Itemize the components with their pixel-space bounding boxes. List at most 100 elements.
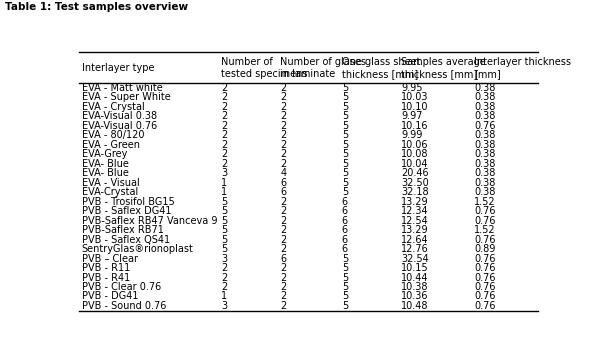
Text: 0.38: 0.38 [474,92,496,102]
Text: Table 1: Test samples overview: Table 1: Test samples overview [5,2,188,12]
Text: 32.18: 32.18 [401,187,428,197]
Text: PVB-Saflex RB71: PVB-Saflex RB71 [82,225,163,235]
Text: 4: 4 [280,168,286,178]
Text: 5: 5 [221,206,227,216]
Text: 5: 5 [342,130,348,140]
Text: 0.38: 0.38 [474,178,496,188]
Text: 2: 2 [280,159,286,169]
Text: 2: 2 [280,111,286,121]
Text: EVA - Matt white: EVA - Matt white [82,83,162,93]
Text: 5: 5 [221,197,227,206]
Text: PVB - R11: PVB - R11 [82,263,130,273]
Text: 20.46: 20.46 [401,168,428,178]
Text: 6: 6 [280,187,286,197]
Text: 6: 6 [342,206,348,216]
Text: Number of
tested specimens: Number of tested specimens [221,57,308,79]
Text: EVA - Crystal: EVA - Crystal [82,102,144,112]
Text: 2: 2 [280,149,286,159]
Text: 2: 2 [280,121,286,131]
Text: 9.99: 9.99 [401,130,422,140]
Text: 2: 2 [280,130,286,140]
Text: 2: 2 [280,235,286,245]
Text: 5: 5 [221,235,227,245]
Text: EVA- Blue: EVA- Blue [82,159,128,169]
Text: 12.64: 12.64 [401,235,428,245]
Text: 2: 2 [221,121,227,131]
Text: PVB - Sound 0.76: PVB - Sound 0.76 [82,301,166,311]
Text: 0.38: 0.38 [474,140,496,150]
Text: 0.38: 0.38 [474,130,496,140]
Text: 2: 2 [280,197,286,206]
Text: 1: 1 [221,178,227,188]
Text: 13.29: 13.29 [401,225,428,235]
Text: 10.16: 10.16 [401,121,428,131]
Text: 6: 6 [342,215,348,226]
Text: 0.38: 0.38 [474,159,496,169]
Text: 9.95: 9.95 [401,83,422,93]
Text: 3: 3 [221,254,227,263]
Text: 6: 6 [280,178,286,188]
Text: 2: 2 [221,272,227,282]
Text: 1: 1 [221,291,227,302]
Text: PVB - Trosifol BG15: PVB - Trosifol BG15 [82,197,174,206]
Text: 0.89: 0.89 [474,244,496,254]
Text: 5: 5 [342,187,348,197]
Text: 6: 6 [342,225,348,235]
Text: 1.52: 1.52 [474,197,496,206]
Text: 0.38: 0.38 [474,102,496,112]
Text: 0.76: 0.76 [474,206,496,216]
Text: EVA-Visual 0.38: EVA-Visual 0.38 [82,111,157,121]
Text: 0.76: 0.76 [474,282,496,292]
Text: 5: 5 [221,215,227,226]
Text: 6: 6 [342,244,348,254]
Text: 2: 2 [280,140,286,150]
Text: 0.38: 0.38 [474,187,496,197]
Text: 3: 3 [221,301,227,311]
Text: EVA-Visual 0.76: EVA-Visual 0.76 [82,121,157,131]
Text: PVB - Saflex QS41: PVB - Saflex QS41 [82,235,170,245]
Text: 0.76: 0.76 [474,121,496,131]
Text: 5: 5 [342,149,348,159]
Text: PVB - R41: PVB - R41 [82,272,130,282]
Text: 2: 2 [221,159,227,169]
Text: 5: 5 [342,83,348,93]
Text: EVA - Visual: EVA - Visual [82,178,139,188]
Text: 5: 5 [342,102,348,112]
Text: 10.10: 10.10 [401,102,428,112]
Text: 0.76: 0.76 [474,215,496,226]
Text: 2: 2 [221,282,227,292]
Text: 2: 2 [280,83,286,93]
Text: EVA- Blue: EVA- Blue [82,168,128,178]
Text: 0.76: 0.76 [474,301,496,311]
Text: 2: 2 [221,83,227,93]
Text: 2: 2 [280,291,286,302]
Text: 10.48: 10.48 [401,301,428,311]
Text: 10.44: 10.44 [401,272,428,282]
Text: 5: 5 [342,282,348,292]
Text: 2: 2 [221,92,227,102]
Text: 2: 2 [221,149,227,159]
Text: 5: 5 [342,140,348,150]
Text: 0.38: 0.38 [474,168,496,178]
Text: Number of glases
in laminate: Number of glases in laminate [280,57,366,79]
Text: 0.76: 0.76 [474,263,496,273]
Text: 5: 5 [342,178,348,188]
Text: 6: 6 [342,197,348,206]
Text: 10.38: 10.38 [401,282,428,292]
Text: 1.52: 1.52 [474,225,496,235]
Text: 2: 2 [280,282,286,292]
Text: 0.38: 0.38 [474,149,496,159]
Text: 10.08: 10.08 [401,149,428,159]
Text: 2: 2 [221,111,227,121]
Text: 5: 5 [342,159,348,169]
Text: EVA - Green: EVA - Green [82,140,140,150]
Text: EVA-Grey: EVA-Grey [82,149,127,159]
Text: 5: 5 [342,272,348,282]
Text: 5: 5 [342,111,348,121]
Text: PVB - DG41: PVB - DG41 [82,291,138,302]
Text: 0.76: 0.76 [474,291,496,302]
Text: 5: 5 [342,92,348,102]
Text: 12.34: 12.34 [401,206,428,216]
Text: 5: 5 [221,244,227,254]
Text: EVA - Super White: EVA - Super White [82,92,170,102]
